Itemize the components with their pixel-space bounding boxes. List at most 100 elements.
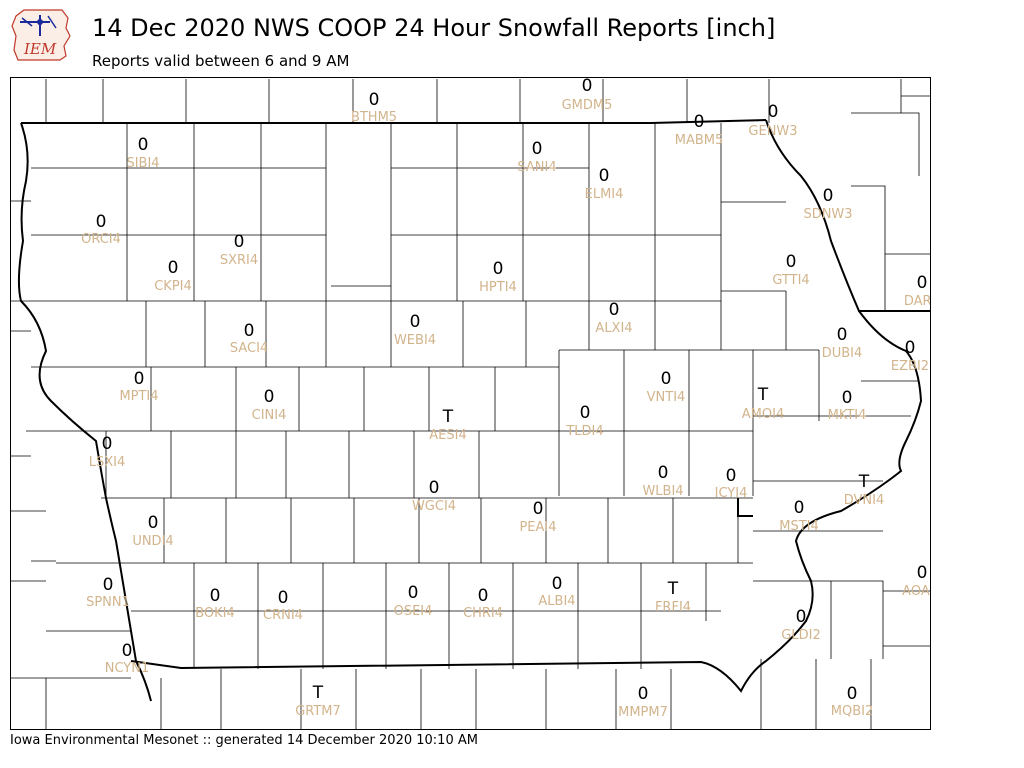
station-id: DVNI4 [844, 493, 885, 508]
snowfall-value: 0 [837, 325, 848, 345]
snowfall-value: 0 [794, 498, 805, 518]
map-title: 14 Dec 2020 NWS COOP 24 Hour Snowfall Re… [92, 14, 776, 42]
snowfall-value: 0 [138, 135, 149, 155]
snowfall-value: 0 [582, 78, 593, 96]
station-id: NCYN1 [105, 661, 150, 676]
station-id: GLDI2 [781, 628, 820, 643]
snowfall-value: 0 [658, 463, 669, 483]
station-id: GMDM5 [562, 98, 613, 113]
snowfall-value: 0 [694, 112, 705, 132]
station-id: WGCI4 [412, 499, 456, 514]
county-line [851, 185, 886, 311]
snowfall-value: 0 [842, 388, 853, 408]
station-id: DARW3 [904, 294, 931, 309]
snowfall-value: 0 [369, 90, 380, 110]
logo-text: IEM [23, 40, 57, 58]
station-marker: 0 GMDM5 [562, 78, 613, 113]
station-id: MKTI4 [828, 408, 867, 423]
station-id: MMPM7 [618, 705, 668, 720]
snowfall-value: 0 [96, 212, 107, 232]
snowfall-value: 0 [478, 586, 489, 606]
station-id: SIBI4 [126, 156, 159, 171]
snowfall-value: 0 [726, 466, 737, 486]
footer-credit: Iowa Environmental Mesonet :: generated … [10, 733, 478, 748]
station-id: CHRI4 [463, 606, 503, 621]
station-marker: 0AOAI2 [902, 563, 930, 599]
station-id: GENW3 [748, 124, 797, 139]
state-border [737, 498, 753, 517]
station-id: AMOI4 [742, 407, 784, 422]
station-id: AESI4 [429, 428, 466, 443]
snowfall-value: 0 [244, 321, 255, 341]
state-boundaries [17, 119, 930, 702]
station-id: ELMI4 [585, 187, 624, 202]
snowfall-value: T [312, 683, 324, 703]
station-id: MQBI2 [831, 704, 873, 719]
snowfall-value: T [858, 472, 870, 492]
snowfall-value: T [442, 407, 454, 427]
snowfall-value: 0 [210, 586, 221, 606]
station-id: CRNI4 [263, 608, 303, 623]
snowfall-value: 0 [429, 478, 440, 498]
station-id: DUBI4 [822, 346, 863, 361]
station-id: BTHM5 [351, 110, 397, 125]
snowfall-value: 0 [552, 574, 563, 594]
station-id: HPTI4 [479, 280, 517, 295]
state-border [21, 119, 767, 124]
snowfall-value: 0 [532, 139, 543, 159]
station-marker: T AMOI4 [742, 385, 784, 422]
snowfall-value: 0 [905, 338, 916, 358]
station-id: WLBI4 [642, 484, 683, 499]
station-id: VNTI4 [647, 390, 686, 405]
snowfall-value: 0 [410, 312, 421, 332]
station-id: MSTI4 [779, 519, 819, 534]
snowfall-value: 0 [278, 588, 289, 608]
snowfall-value: 0 [408, 583, 419, 603]
snowfall-value: 0 [638, 684, 649, 704]
snowfall-value: 0 [796, 607, 807, 627]
county-line [851, 112, 920, 176]
station-id: SXRI4 [220, 253, 258, 268]
station-id: CINI4 [252, 408, 287, 423]
snowfall-value: 0 [580, 403, 591, 423]
station-id: SANI4 [517, 160, 556, 175]
station-id: TLDI4 [565, 424, 603, 439]
snowfall-value: T [757, 385, 769, 405]
snowfall-value: T [667, 579, 679, 599]
station-id: GTTI4 [772, 273, 809, 288]
station-id: SPNN1 [86, 595, 130, 610]
iem-logo-icon: IEM [11, 9, 71, 61]
station-id: UNDI4 [132, 534, 173, 549]
snowfall-value: 0 [917, 563, 928, 583]
station-id: BOKI4 [195, 606, 235, 621]
snowfall-value: 0 [134, 369, 145, 389]
station-id: OSEI4 [394, 604, 433, 619]
